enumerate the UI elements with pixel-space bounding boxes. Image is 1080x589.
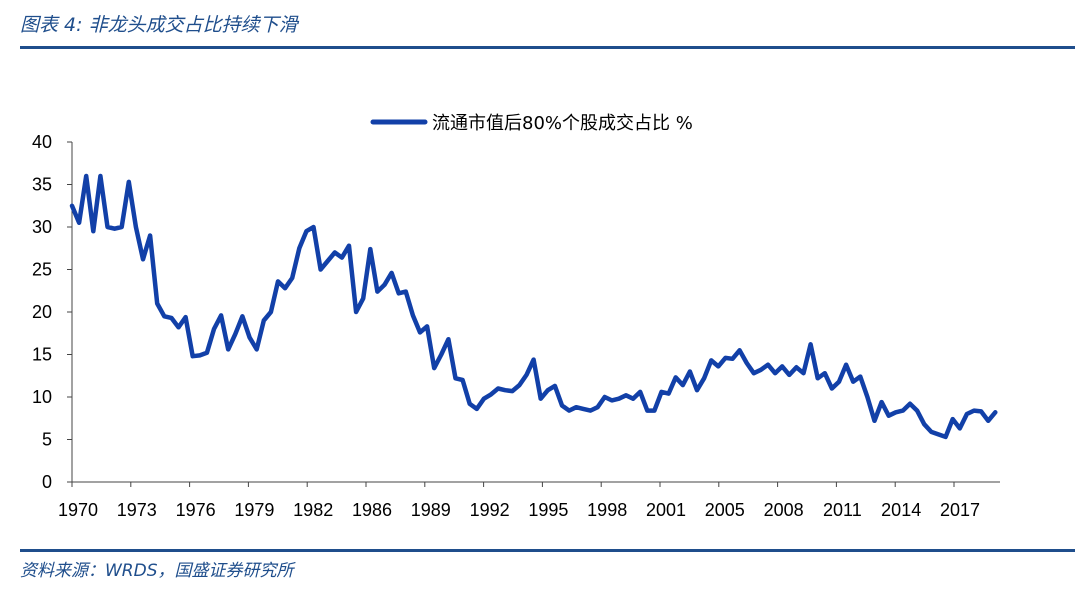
x-tick-label: 1986 [352, 500, 392, 520]
x-tick-label: 1970 [58, 500, 98, 520]
source-note: 资料来源：WRDS，国盛证券研究所 [20, 561, 294, 581]
x-tick-label: 2014 [881, 500, 921, 520]
x-tick-label: 2017 [940, 500, 980, 520]
x-tick-label: 2005 [705, 500, 745, 520]
x-tick-label: 1995 [528, 500, 568, 520]
figure-title: 图表 4: 非龙头成交占比持续下滑 [20, 14, 298, 36]
y-tick-label: 5 [42, 430, 52, 450]
y-tick-label: 30 [32, 217, 52, 237]
y-tick-label: 0 [42, 472, 52, 492]
x-tick-label: 1989 [411, 500, 451, 520]
y-tick-label: 35 [32, 175, 52, 195]
chart-axes: 0 5 10 15 20 25 30 35 40 1970 1973 1976 1979 1982 1986… [32, 132, 1000, 520]
chart-series [69, 173, 998, 440]
x-tick-label: 1982 [293, 500, 333, 520]
x-tick-label: 2011 [823, 500, 862, 520]
series-line [69, 173, 998, 440]
chart-legend: 流通市值后80%个股成交占比 % [370, 113, 693, 134]
y-tick-label: 20 [32, 302, 52, 322]
x-tick-label: 1998 [587, 500, 627, 520]
y-tick-label: 40 [32, 132, 52, 152]
bottom-divider [20, 549, 1075, 552]
x-tick-label: 1973 [117, 500, 157, 520]
y-tick-label: 15 [32, 345, 52, 365]
x-tick-label: 2001 [646, 500, 686, 520]
x-tick-label: 1992 [470, 500, 510, 520]
x-tick-label: 2008 [764, 500, 804, 520]
x-tick-label: 1979 [234, 500, 274, 520]
y-tick-label: 10 [32, 387, 52, 407]
x-tick-label: 1976 [176, 500, 216, 520]
legend-label: 流通市值后80%个股成交占比 % [432, 113, 693, 134]
y-tick-label: 25 [32, 260, 52, 280]
top-divider [20, 46, 1075, 49]
